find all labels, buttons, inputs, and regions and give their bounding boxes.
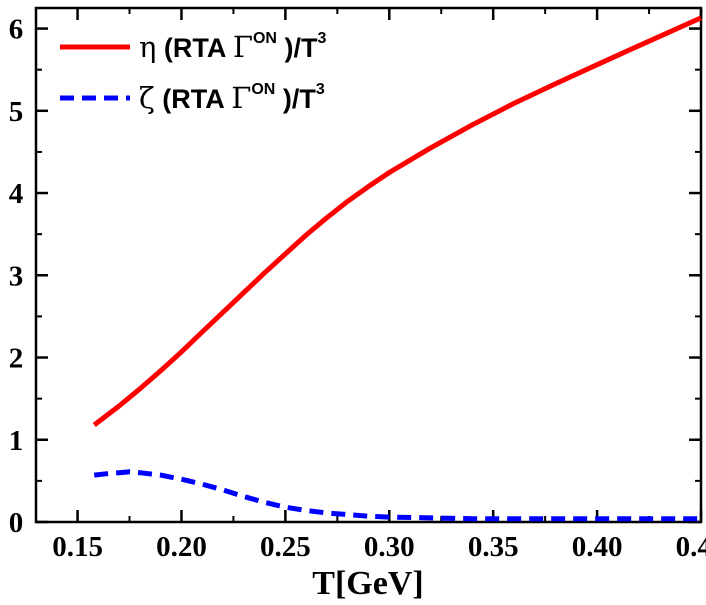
axis-ticks	[36, 8, 703, 524]
x-tick-label: 0.25	[260, 531, 311, 563]
x-tick-label: 0.30	[364, 531, 415, 563]
legend-eta-exp: 3	[317, 30, 326, 47]
legend-zeta-close: )/T	[275, 84, 316, 114]
y-tick-label: 1	[9, 425, 24, 457]
plot-area	[34, 6, 703, 524]
legend-zeta-symbol: ζ	[139, 81, 155, 115]
y-tick-labels: 0 1 2 3 4 5 6	[9, 14, 24, 539]
legend-eta-gamma: Γ	[233, 30, 253, 64]
series-layer	[92, 15, 703, 522]
series-line-zeta	[93, 469, 701, 522]
legend-zeta-open: (RTA	[155, 84, 231, 114]
legend-zeta-sup: ON	[251, 81, 275, 98]
x-tick-labels: 0.15 0.20 0.25 0.30 0.35 0.40 0.45	[52, 531, 706, 563]
y-tick-label: 6	[9, 14, 24, 46]
legend-label-zeta: ζ (RTA ΓON )/T3	[139, 81, 325, 115]
legend-eta-sup: ON	[253, 30, 277, 47]
y-tick-label: 3	[9, 260, 24, 292]
legend-eta-close: )/T	[277, 33, 318, 63]
y-tick-label: 4	[9, 178, 24, 210]
y-tick-label: 5	[9, 96, 24, 128]
x-axis-title: T[GeV]	[312, 565, 423, 602]
series-line-eta	[92, 15, 703, 427]
y-tick-label: 0	[9, 507, 24, 539]
x-tick-label: 0.20	[156, 531, 207, 563]
x-tick-label: 0.45	[676, 531, 706, 563]
x-tick-label: 0.35	[468, 531, 519, 563]
y-tick-label: 2	[9, 343, 24, 375]
legend-eta-symbol: η	[139, 30, 156, 64]
legend-zeta-gamma: Γ	[231, 81, 251, 115]
legend: η (RTA ΓON )/T3 ζ (RTA ΓON )/T3	[60, 30, 326, 115]
legend-eta-open: (RTA	[156, 33, 232, 63]
x-tick-label: 0.40	[572, 531, 623, 563]
legend-zeta-exp: 3	[316, 81, 325, 98]
x-tick-label: 0.15	[52, 531, 103, 563]
legend-label-eta: η (RTA ΓON )/T3	[139, 30, 326, 64]
